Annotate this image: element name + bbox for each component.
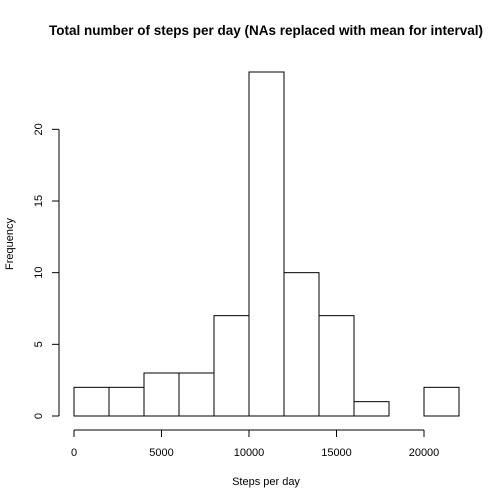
histogram-bar-5: [249, 72, 284, 416]
histogram-bar-3: [179, 373, 214, 416]
x-axis-label: Steps per day: [232, 476, 300, 488]
histogram-bar-4: [214, 316, 249, 416]
y-tick-label-0: 0: [33, 413, 45, 419]
y-axis-label: Frequency: [4, 218, 16, 270]
histogram-bar-8: [354, 402, 389, 416]
histogram-bar-0: [74, 387, 109, 416]
x-axis: 0 5000 10000 15000 20000: [71, 430, 439, 459]
y-axis: 0 5 10 15 20: [33, 123, 59, 419]
y-tick-label-1: 5: [33, 341, 45, 347]
chart-title: Total number of steps per day (NAs repla…: [49, 23, 483, 38]
x-tick-label-0: 0: [71, 447, 77, 459]
x-tick-label-2: 10000: [234, 447, 265, 459]
histogram-bar-1: [109, 387, 144, 416]
histogram-bar-6: [284, 273, 319, 416]
x-tick-label-1: 5000: [149, 447, 173, 459]
x-tick-label-3: 15000: [321, 447, 352, 459]
y-tick-label-3: 15: [33, 195, 45, 207]
histogram-bar-7: [319, 316, 354, 416]
histogram-bar-10: [424, 387, 459, 416]
histogram-bar-2: [144, 373, 179, 416]
x-tick-label-4: 20000: [409, 447, 440, 459]
y-tick-label-2: 10: [33, 267, 45, 279]
y-tick-label-4: 20: [33, 123, 45, 135]
bars-group: [74, 72, 459, 416]
